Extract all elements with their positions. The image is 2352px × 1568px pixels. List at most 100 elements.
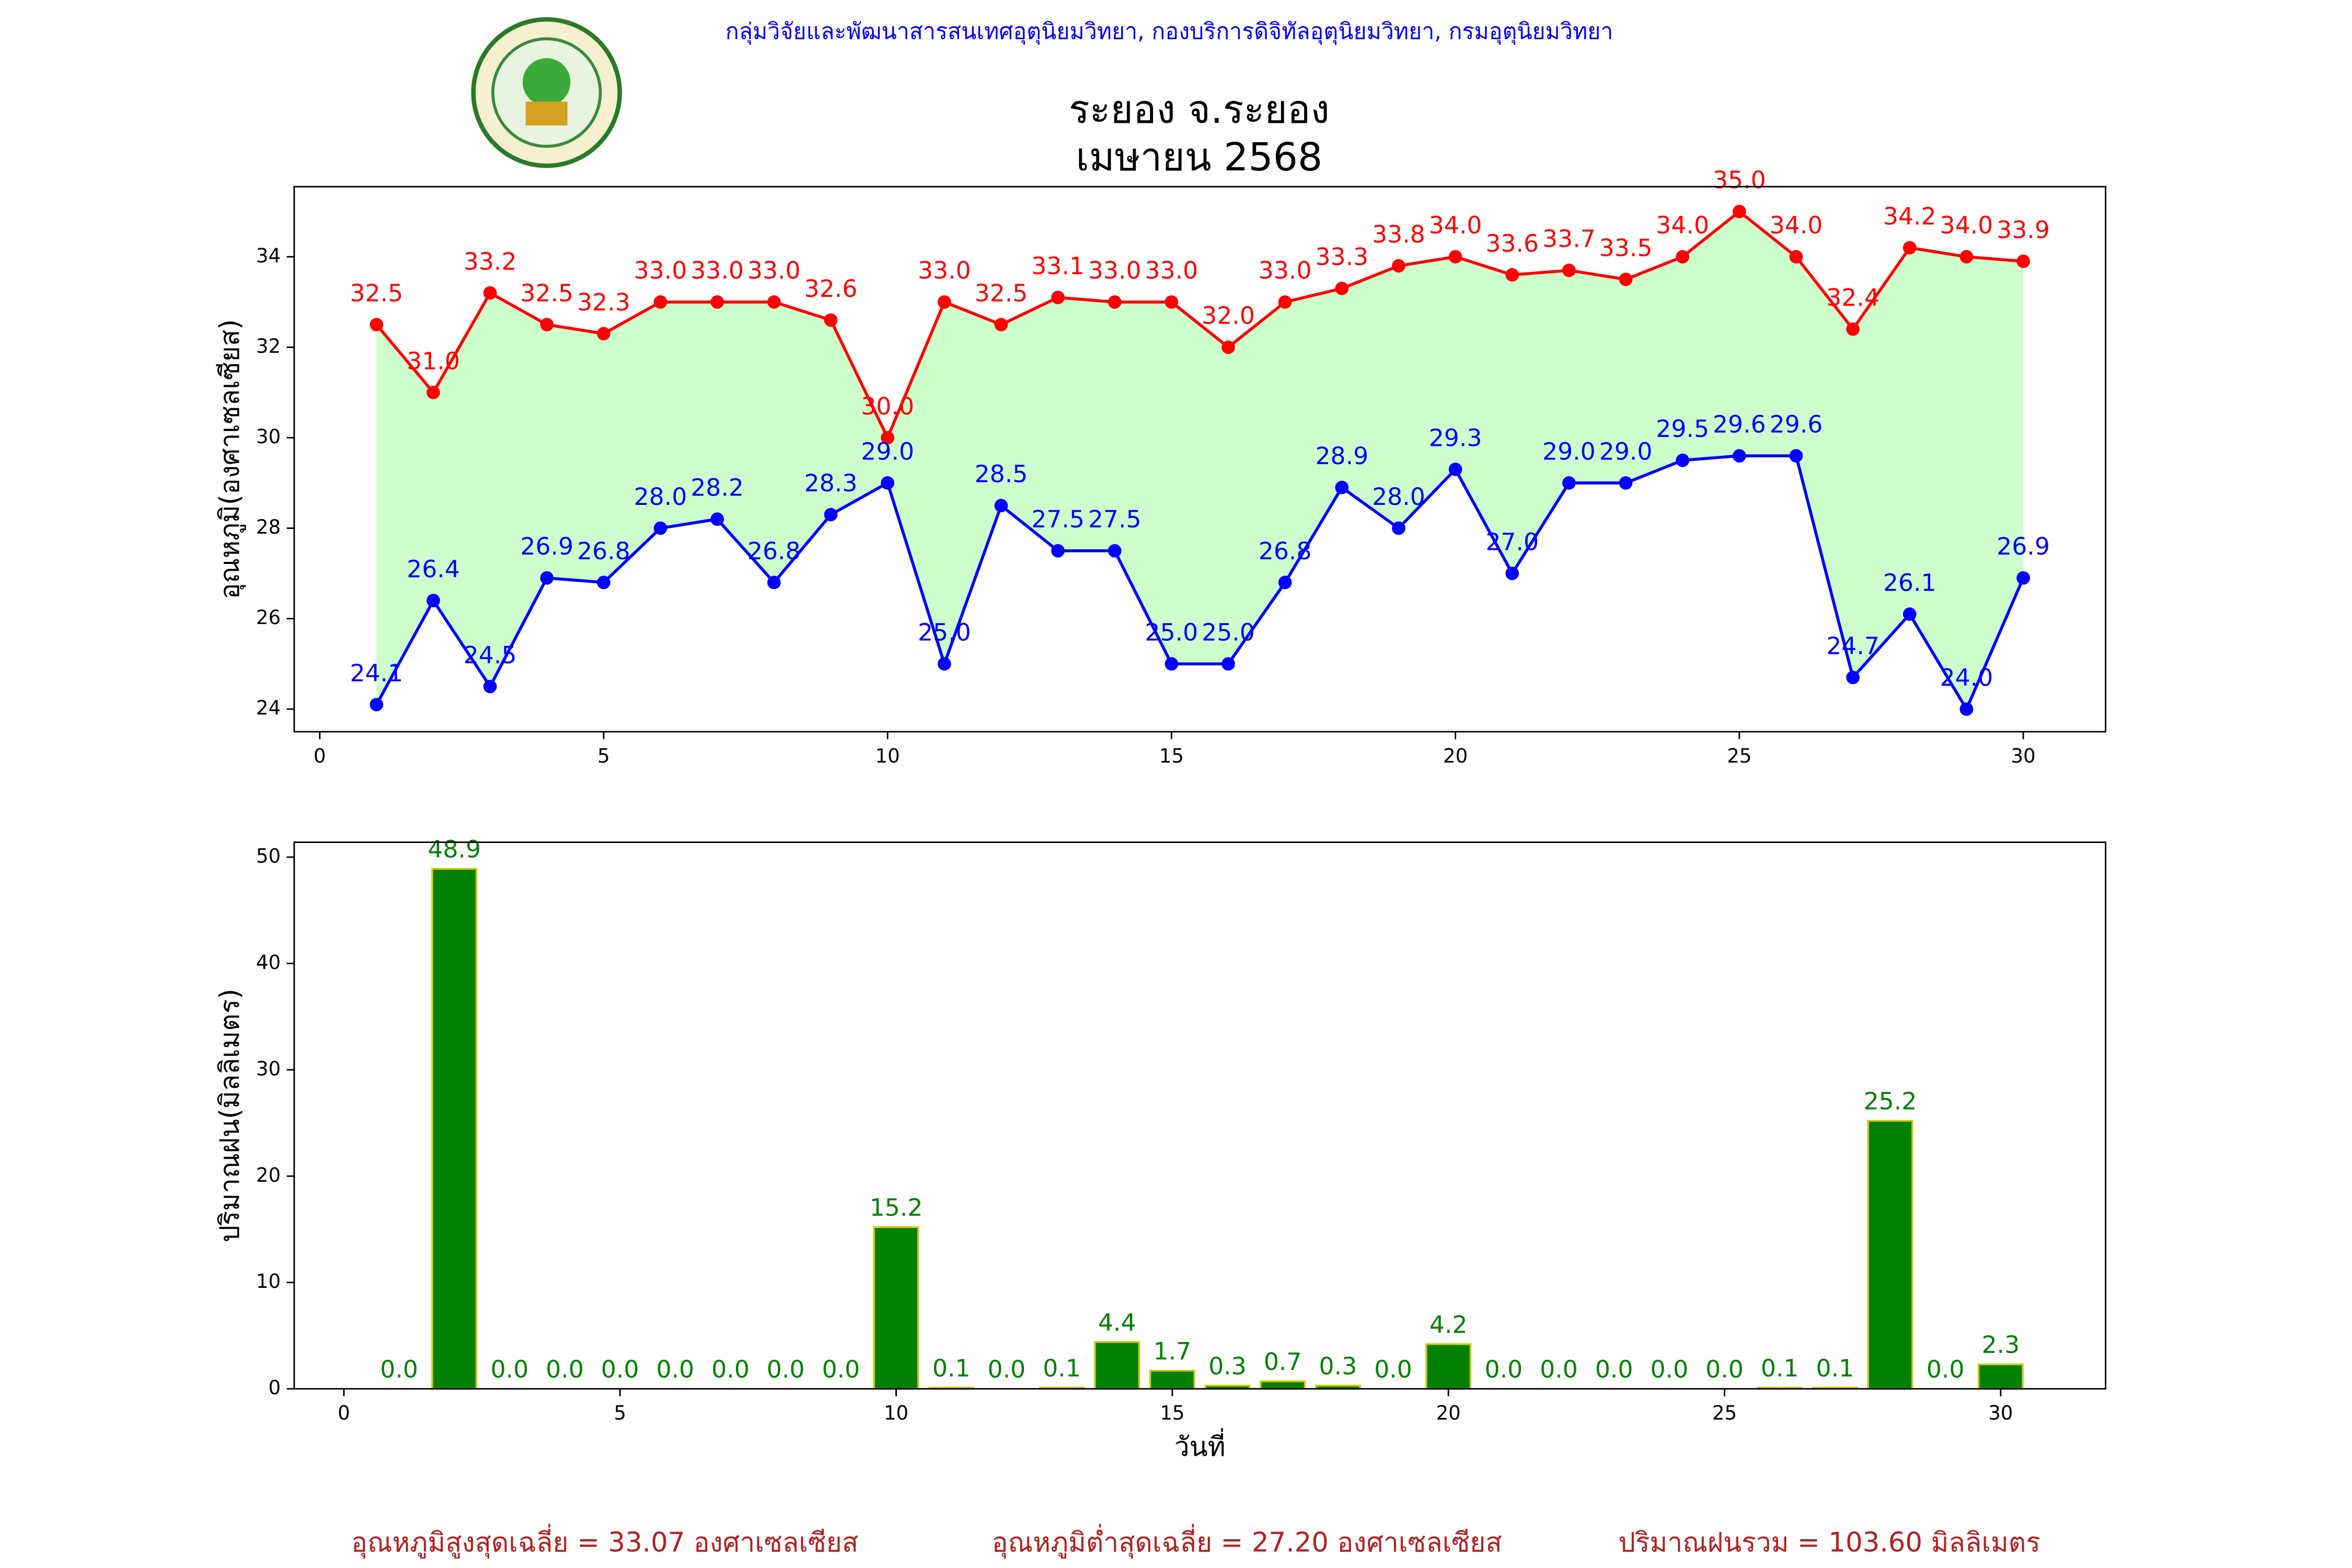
data-label: 33.3 [1315, 243, 1368, 271]
bar [1094, 1341, 1140, 1390]
data-label: 26.9 [520, 533, 573, 560]
point [1392, 521, 1405, 535]
point [597, 575, 610, 590]
data-label: 34.0 [1770, 212, 1823, 239]
data-label: 27.0 [1485, 528, 1539, 556]
point [881, 476, 895, 490]
data-label: 0.0 [822, 1355, 860, 1383]
x-tick-label: 30 [2011, 745, 2035, 767]
y-tick-label: 20 [256, 1164, 281, 1186]
data-label: 0.0 [1374, 1355, 1412, 1383]
point [1903, 241, 1917, 255]
data-label: 0.1 [1761, 1354, 1799, 1382]
y-tick-label: 28 [256, 516, 281, 538]
point [1505, 268, 1519, 282]
point [1221, 340, 1235, 354]
data-label: 25.0 [1202, 619, 1255, 647]
footer-stat: ปริมาณฝนรวม = 103.60 มิลลิเมตร [1618, 1527, 2040, 1558]
y-tick-label: 30 [256, 1057, 281, 1080]
point [1108, 295, 1122, 309]
point [1789, 449, 1803, 463]
point [540, 571, 554, 585]
data-label: 0.0 [1705, 1355, 1744, 1383]
data-label: 33.7 [1542, 225, 1596, 253]
point [597, 327, 610, 341]
data-label: 25.2 [1864, 1088, 1917, 1115]
point [1278, 575, 1292, 590]
data-label: 28.2 [690, 474, 744, 502]
point [653, 521, 667, 535]
point [824, 508, 838, 522]
y-tick-label: 10 [256, 1270, 281, 1293]
point [767, 575, 781, 590]
point [1392, 259, 1405, 273]
point [2016, 255, 2030, 268]
data-label: 34.0 [1429, 212, 1482, 239]
data-label: 2.3 [1981, 1331, 2020, 1359]
point [426, 594, 440, 607]
data-label: 26.4 [407, 555, 460, 583]
data-label: 0.0 [1540, 1355, 1578, 1383]
data-label: 24.5 [464, 641, 517, 669]
data-label: 29.6 [1713, 410, 1766, 438]
data-label: 29.6 [1770, 410, 1823, 438]
data-label: 26.8 [747, 537, 801, 565]
bar [1260, 1380, 1306, 1390]
data-label: 29.0 [861, 437, 914, 465]
point [483, 286, 497, 300]
y-tick-label: 32 [256, 335, 281, 358]
plot-frame [293, 186, 2106, 733]
data-label: 15.2 [870, 1194, 923, 1221]
point [1732, 449, 1746, 463]
point [1619, 476, 1633, 490]
point [710, 295, 724, 309]
point [1732, 204, 1746, 218]
y-tick-label: 0 [269, 1377, 281, 1399]
title: เมษายน 2568 [1076, 134, 1322, 180]
point [1051, 544, 1065, 558]
y-tick-label: 26 [256, 606, 281, 629]
data-label: 0.0 [711, 1355, 750, 1383]
data-label: 33.0 [1088, 257, 1142, 284]
data-label: 33.8 [1372, 221, 1425, 248]
point [1846, 671, 1860, 685]
point [994, 318, 1008, 331]
logo [471, 17, 622, 168]
data-label: 33.0 [1259, 257, 1312, 284]
x-tick-label: 0 [338, 1402, 350, 1424]
header: กลุ่มวิจัยและพัฒนาสารสนเทศอุตุนิยมวิทยา,… [725, 18, 1613, 45]
data-label: 27.5 [1088, 505, 1142, 533]
point [1676, 453, 1690, 467]
data-label: 0.1 [1816, 1354, 1854, 1382]
x-axis-label: วันที่ [1174, 1428, 1226, 1462]
data-label: 0.0 [491, 1355, 529, 1383]
x-tick-label: 5 [597, 745, 610, 767]
data-label: 0.7 [1264, 1348, 1302, 1376]
x-tick-label: 20 [1436, 1402, 1461, 1424]
x-tick-label: 10 [884, 1402, 908, 1424]
plot: 32.531.033.232.5 32.333.0 33.0 33.032.630.0… [350, 166, 2050, 716]
data-label: 31.0 [407, 347, 460, 375]
data-label: 0.0 [1650, 1355, 1688, 1383]
x-tick-label: 30 [1988, 1402, 2013, 1424]
data-label: 48.9 [428, 836, 481, 863]
point [1221, 657, 1235, 671]
bar [431, 868, 478, 1390]
data-label: 28.5 [975, 460, 1028, 488]
data-label: 0.0 [1595, 1355, 1633, 1383]
data-label: 30.0 [861, 393, 914, 420]
data-label: 26.9 [1997, 533, 2050, 560]
point [767, 295, 781, 309]
data-label: 0.0 [601, 1355, 639, 1383]
x-tick-label: 0 [314, 745, 326, 767]
bar [1425, 1343, 1472, 1390]
bar [873, 1226, 919, 1390]
point [540, 318, 554, 331]
point [1165, 295, 1179, 309]
data-label: 24.7 [1826, 632, 1880, 660]
x-tick-label: 15 [1160, 1402, 1184, 1424]
point [710, 512, 724, 526]
point [1562, 263, 1576, 278]
data-label: 33.1 [1031, 252, 1085, 280]
data-label: 29.3 [1429, 424, 1482, 452]
